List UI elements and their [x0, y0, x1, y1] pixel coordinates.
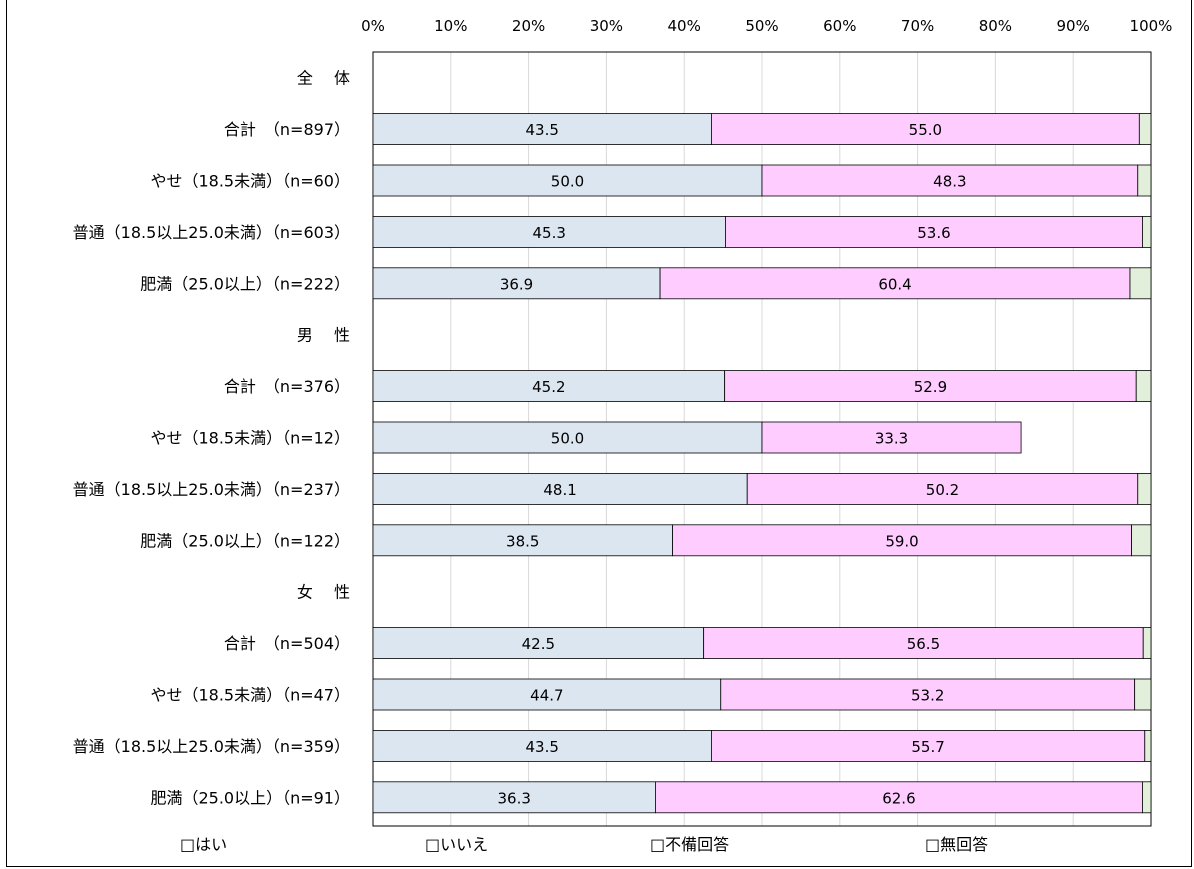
group-header-label: 女 性 — [297, 583, 350, 602]
category-label: 合計 （n=897） — [224, 120, 350, 139]
category-label: 普通（18.5以上25.0未満）（n=359） — [73, 737, 350, 756]
bar-segment — [372, 113, 712, 145]
data-label: 38.5 — [506, 532, 539, 550]
category-label: 合計 （n=376） — [224, 377, 350, 396]
x-tick-label: 40% — [668, 17, 701, 35]
bar-segment — [372, 678, 722, 711]
x-tick-label: 70% — [901, 17, 934, 35]
group-header-label: 全 体 — [297, 69, 350, 88]
bar-segment — [372, 164, 763, 197]
data-label: 36.3 — [498, 789, 531, 807]
data-label: 62.6 — [882, 789, 915, 807]
bar-segment — [372, 730, 712, 762]
data-label: 53.2 — [911, 687, 944, 705]
bar-segment — [711, 730, 1146, 762]
data-label: 36.9 — [500, 275, 533, 293]
data-label: 50.0 — [551, 430, 584, 448]
category-label: やせ（18.5未満）（n=12） — [150, 429, 350, 448]
x-tick-label: 100% — [1130, 17, 1173, 35]
group-header-label: 男 性 — [297, 326, 350, 345]
bar-segment — [372, 524, 673, 557]
bar-segment — [1131, 524, 1152, 557]
bar-segment — [372, 781, 656, 814]
x-tick-label: 50% — [745, 17, 778, 35]
data-label: 55.0 — [909, 121, 942, 139]
bar-segment — [761, 421, 1022, 454]
x-tick-label: 20% — [512, 17, 545, 35]
bar-segment — [1129, 267, 1152, 300]
x-tick-label: 0% — [361, 17, 385, 35]
bar-segment — [1137, 164, 1152, 197]
bar-segment — [746, 472, 1139, 505]
data-label: 56.5 — [907, 635, 940, 653]
bar-segment — [1135, 370, 1152, 403]
data-label: 43.5 — [526, 121, 559, 139]
data-label: 48.1 — [543, 481, 576, 499]
category-label: やせ（18.5未満）（n=47） — [150, 686, 350, 705]
data-label: 55.7 — [911, 738, 944, 756]
bar-segment — [761, 164, 1139, 197]
chart-frame — [6, 0, 1192, 867]
bar-segment — [703, 627, 1144, 659]
bar-segment — [372, 421, 763, 454]
x-tick-label: 90% — [1057, 17, 1090, 35]
bar-segment — [1134, 678, 1152, 711]
bar-segment — [1137, 472, 1152, 505]
x-tick-label: 60% — [823, 17, 856, 35]
data-label: 50.2 — [926, 481, 959, 499]
data-label: 33.3 — [875, 430, 908, 448]
category-label: 合計 （n=504） — [224, 634, 350, 653]
bar-segment — [720, 678, 1136, 711]
data-label: 60.4 — [878, 275, 911, 293]
legend-label: □無回答 — [925, 835, 988, 854]
legend-label: □いいえ — [425, 835, 488, 854]
x-tick-label: 80% — [979, 17, 1012, 35]
data-label: 43.5 — [526, 738, 559, 756]
data-label: 53.6 — [917, 224, 950, 242]
legend-label: □不備回答 — [650, 835, 729, 854]
data-label: 59.0 — [885, 532, 918, 550]
x-tick-label: 30% — [590, 17, 623, 35]
bar-segment — [372, 215, 726, 248]
bar-segment — [1144, 730, 1152, 762]
data-label: 42.5 — [522, 635, 555, 653]
bar-segment — [659, 267, 1131, 300]
category-label: 肥満（25.0以上）（n=122） — [140, 531, 350, 550]
bar-segment — [672, 524, 1132, 557]
data-label: 45.3 — [533, 224, 566, 242]
bar-segment — [655, 781, 1143, 814]
bar-segment — [1138, 113, 1152, 145]
category-label: 普通（18.5以上25.0未満）（n=237） — [73, 480, 350, 499]
data-label: 45.2 — [532, 378, 565, 396]
data-label: 52.9 — [914, 378, 947, 396]
data-label: 50.0 — [551, 173, 584, 191]
x-tick-label: 10% — [434, 17, 467, 35]
legend-label: □はい — [180, 835, 227, 854]
category-label: 普通（18.5以上25.0未満）（n=603） — [73, 223, 350, 242]
bar-segment — [372, 472, 748, 505]
category-label: 肥満（25.0以上）（n=222） — [140, 274, 350, 293]
data-label: 44.7 — [530, 687, 563, 705]
bar-segment — [724, 370, 1137, 403]
bar-segment — [711, 113, 1140, 145]
bar-segment — [1142, 781, 1152, 814]
bar-segment — [1142, 627, 1152, 659]
category-label: やせ（18.5未満）（n=60） — [150, 172, 350, 191]
data-label: 48.3 — [933, 173, 966, 191]
bar-segment — [1142, 215, 1152, 248]
category-label: 肥満（25.0以上）（n=91） — [150, 788, 350, 807]
